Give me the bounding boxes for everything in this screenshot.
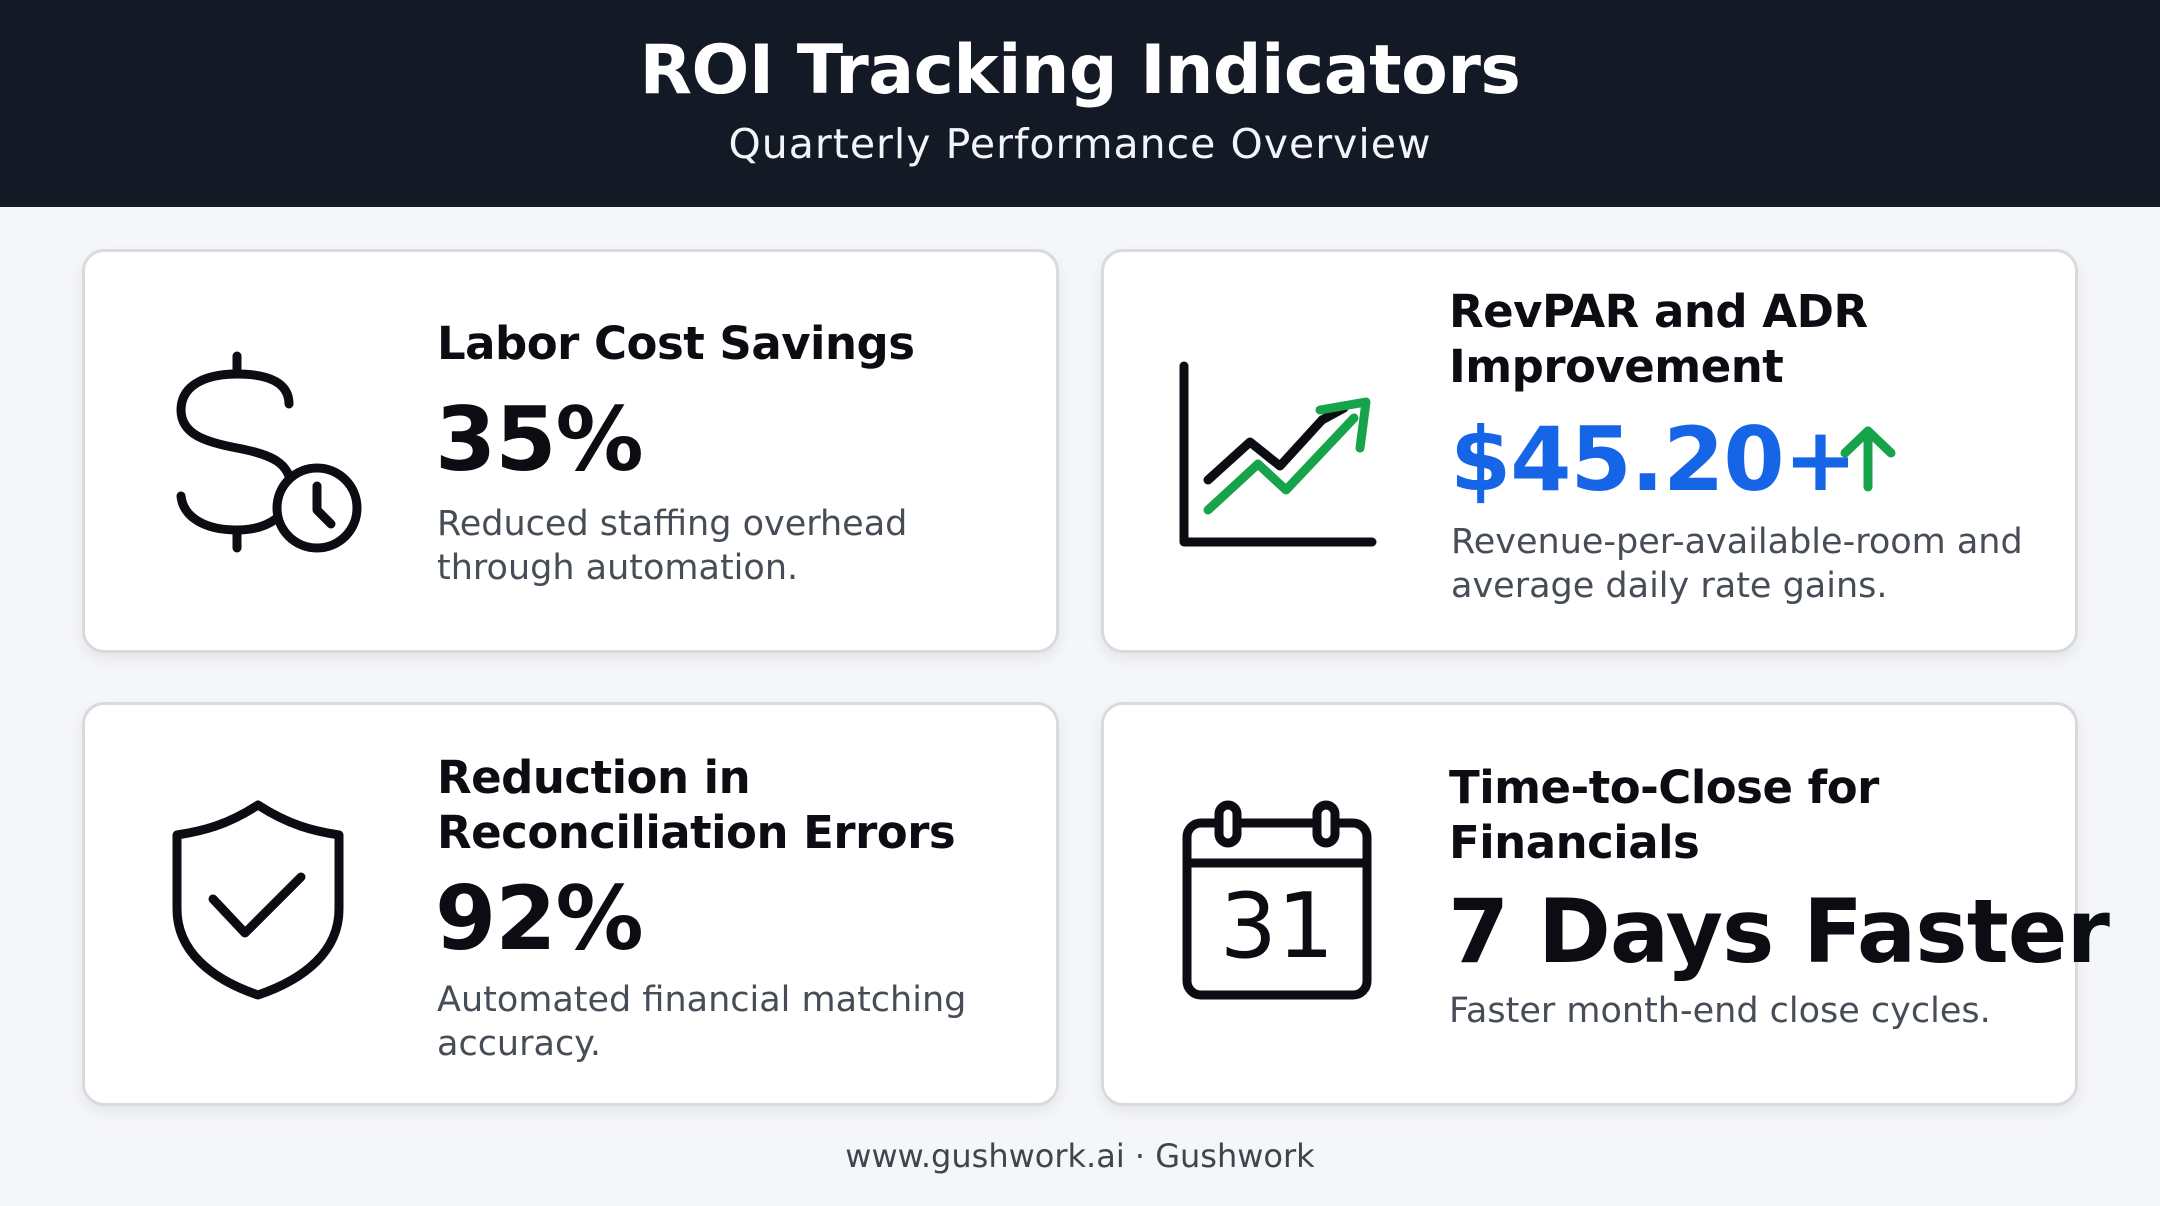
arrow-up-icon <box>1835 423 1901 497</box>
card-title: Labor Cost Savings <box>437 317 915 370</box>
trend-chart-icon <box>1176 360 1386 556</box>
card-description: Reduced staffing overhead through automa… <box>437 504 908 588</box>
card-description: Automated financial matching accuracy. <box>437 980 967 1064</box>
card-reconciliation-errors: Reduction in Reconciliation Errors 92% A… <box>82 702 1059 1106</box>
card-value: 7 Days Faster <box>1448 880 2110 983</box>
card-value: 35% <box>435 388 644 491</box>
card-value: $45.20+ <box>1450 408 1857 511</box>
card-title: RevPAR and ADR Improvement <box>1449 285 1868 393</box>
page-subtitle: Quarterly Performance Overview <box>728 120 1432 168</box>
page-title: ROI Tracking Indicators <box>639 31 1521 110</box>
calendar-number: 31 <box>1219 874 1335 979</box>
card-revpar-adr: RevPAR and ADR Improvement $45.20+ Reven… <box>1101 249 2078 653</box>
shield-check-icon <box>167 797 349 1003</box>
header-banner: ROI Tracking Indicators Quarterly Perfor… <box>0 0 2160 207</box>
card-description: Faster month-end close cycles. <box>1449 991 1991 1031</box>
card-time-to-close: 31 Time-to-Close for Financials 7 Days F… <box>1101 702 2110 1106</box>
calendar-icon: 31 <box>1179 797 1375 1003</box>
card-title: Reduction in Reconciliation Errors <box>437 751 956 859</box>
footer-attribution: www.gushwork.ai · Gushwork <box>845 1137 1315 1175</box>
dollar-clock-icon <box>171 348 365 558</box>
card-title: Time-to-Close for Financials <box>1449 761 1879 869</box>
card-labor-cost-savings: Labor Cost Savings 35% Reduced staffing … <box>82 249 1059 653</box>
card-description: Revenue-per-available-room and average d… <box>1451 522 2023 606</box>
card-value: 92% <box>435 867 644 970</box>
